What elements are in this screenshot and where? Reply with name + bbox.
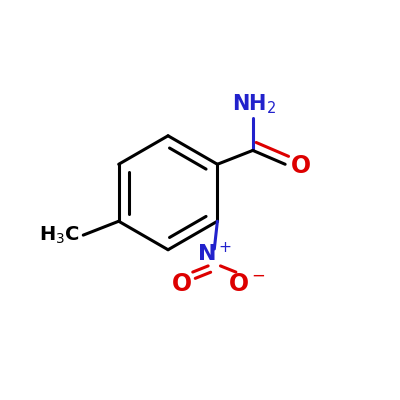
Text: NH$_2$: NH$_2$ [232, 92, 277, 116]
Text: N$^+$: N$^+$ [197, 242, 232, 265]
Text: O$^-$: O$^-$ [228, 272, 266, 296]
Text: O: O [291, 154, 311, 178]
Text: H$_3$C: H$_3$C [39, 224, 80, 246]
Text: O: O [172, 272, 192, 296]
